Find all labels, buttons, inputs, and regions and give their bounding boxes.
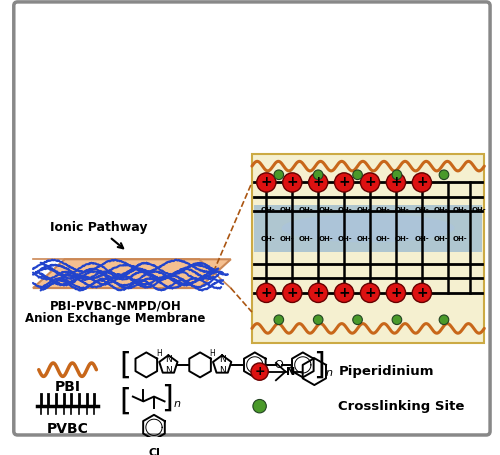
- Circle shape: [392, 315, 402, 324]
- Circle shape: [308, 173, 328, 192]
- Text: OH-: OH-: [299, 236, 314, 242]
- Circle shape: [412, 283, 432, 303]
- Text: H: H: [156, 349, 162, 358]
- Text: +: +: [312, 176, 324, 189]
- Text: OH-: OH-: [452, 236, 467, 242]
- Text: Crosslinking Site: Crosslinking Site: [338, 399, 464, 413]
- Text: +: +: [260, 286, 272, 300]
- Circle shape: [439, 315, 449, 324]
- Circle shape: [256, 283, 276, 303]
- Text: PBI-PVBC-NMPD/OH: PBI-PVBC-NMPD/OH: [50, 299, 182, 313]
- Text: N: N: [286, 367, 295, 377]
- Text: +: +: [338, 176, 350, 189]
- Text: OH-: OH-: [376, 207, 390, 213]
- Text: OH-: OH-: [260, 207, 275, 213]
- Bar: [252, 154, 484, 343]
- Circle shape: [439, 170, 449, 180]
- Text: OH-: OH-: [376, 236, 390, 242]
- Text: OH-: OH-: [356, 207, 371, 213]
- Text: +: +: [260, 176, 272, 189]
- Circle shape: [353, 170, 362, 180]
- Text: OH-: OH-: [472, 207, 486, 213]
- Polygon shape: [33, 259, 231, 288]
- Circle shape: [334, 283, 353, 303]
- Text: OH-: OH-: [338, 207, 352, 213]
- Text: OH-: OH-: [318, 236, 333, 242]
- Text: N: N: [219, 366, 226, 375]
- Text: O: O: [274, 360, 283, 370]
- Text: ]: ]: [162, 384, 173, 413]
- Text: [: [: [119, 387, 131, 416]
- Text: +: +: [416, 176, 428, 189]
- Text: +: +: [416, 286, 428, 300]
- Text: OH-: OH-: [395, 207, 409, 213]
- Text: OH-: OH-: [356, 236, 371, 242]
- Circle shape: [412, 173, 432, 192]
- Text: OH-: OH-: [280, 207, 294, 213]
- Text: n: n: [174, 399, 180, 409]
- Text: H: H: [210, 349, 216, 358]
- Text: PVBC: PVBC: [46, 422, 88, 436]
- Circle shape: [392, 170, 402, 180]
- Text: OH-: OH-: [452, 207, 467, 213]
- Text: Ionic Pathway: Ionic Pathway: [50, 221, 147, 248]
- Circle shape: [360, 283, 380, 303]
- Text: OH-: OH-: [395, 236, 409, 242]
- Text: N: N: [219, 354, 226, 364]
- Circle shape: [282, 283, 302, 303]
- Circle shape: [353, 315, 362, 324]
- Text: n: n: [325, 368, 332, 378]
- Text: +: +: [390, 176, 402, 189]
- Text: +: +: [390, 286, 402, 300]
- Circle shape: [386, 283, 406, 303]
- Text: N: N: [165, 366, 172, 375]
- Text: OH-: OH-: [280, 236, 294, 242]
- Circle shape: [251, 363, 268, 380]
- Text: +: +: [338, 286, 350, 300]
- Text: Piperidinium: Piperidinium: [338, 365, 434, 378]
- Text: OH-: OH-: [434, 207, 448, 213]
- Circle shape: [360, 173, 380, 192]
- Text: Anion Exchange Membrane: Anion Exchange Membrane: [26, 312, 206, 325]
- Circle shape: [274, 315, 283, 324]
- Circle shape: [308, 283, 328, 303]
- Circle shape: [314, 170, 323, 180]
- Text: +: +: [364, 286, 376, 300]
- Text: OH-: OH-: [414, 207, 429, 213]
- Text: OH-: OH-: [434, 236, 448, 242]
- Text: OH-: OH-: [260, 236, 275, 242]
- Text: +: +: [286, 176, 298, 189]
- Text: +: +: [286, 363, 294, 373]
- Text: Cl: Cl: [148, 448, 160, 455]
- Circle shape: [314, 315, 323, 324]
- Text: +: +: [254, 365, 265, 378]
- Circle shape: [274, 170, 283, 180]
- Text: OH-: OH-: [414, 236, 429, 242]
- Circle shape: [253, 399, 266, 413]
- Text: [: [: [119, 350, 131, 379]
- Circle shape: [282, 173, 302, 192]
- Text: N: N: [165, 354, 172, 364]
- Circle shape: [334, 173, 353, 192]
- Circle shape: [386, 173, 406, 192]
- Text: OH-: OH-: [338, 236, 352, 242]
- Text: OH-: OH-: [318, 207, 333, 213]
- Circle shape: [256, 173, 276, 192]
- Text: ]: ]: [313, 350, 325, 379]
- Bar: [254, 205, 482, 252]
- Text: PBI: PBI: [54, 380, 80, 394]
- Text: +: +: [286, 286, 298, 300]
- Text: +: +: [364, 176, 376, 189]
- FancyBboxPatch shape: [14, 2, 490, 435]
- Ellipse shape: [282, 214, 455, 243]
- Text: +: +: [312, 286, 324, 300]
- Text: OH-: OH-: [299, 207, 314, 213]
